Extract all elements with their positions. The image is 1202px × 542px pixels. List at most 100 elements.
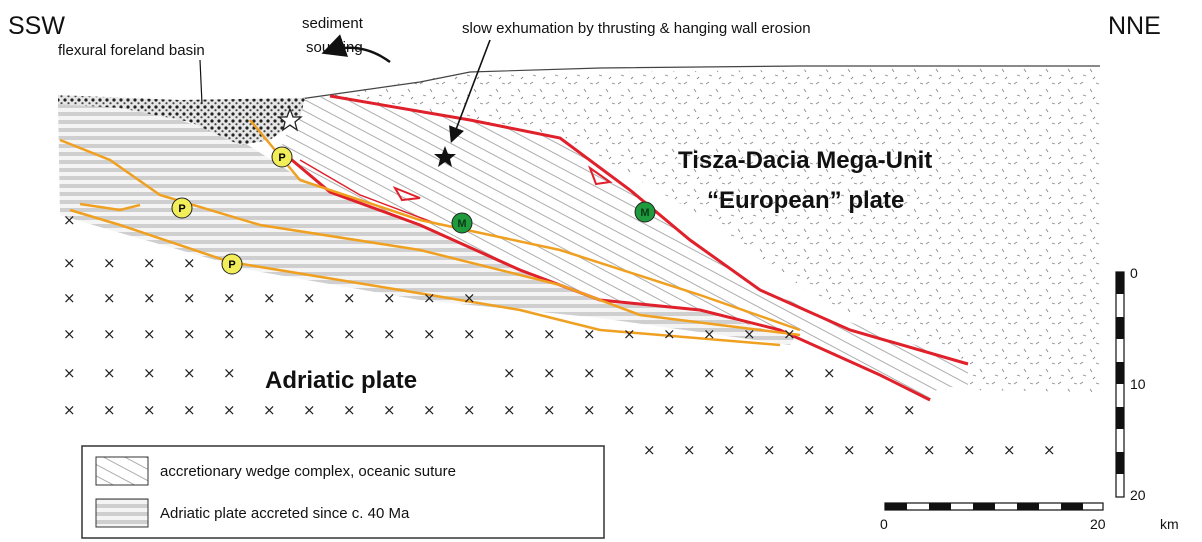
basin-pointer: [199, 59, 203, 105]
svg-text:×: ×: [843, 441, 856, 459]
sediment-sourcing-arrow: [321, 34, 391, 63]
basin-label: flexural foreland basin: [58, 42, 205, 59]
svg-text:×: ×: [463, 401, 476, 419]
svg-text:×: ×: [223, 364, 236, 382]
svg-text:×: ×: [623, 325, 636, 343]
accretionary-wedge: [280, 96, 968, 400]
red-fault-inner: [299, 159, 441, 226]
hscale-tick-0: 0: [880, 516, 888, 532]
direction-left: SSW: [8, 12, 65, 40]
open-star-icon: [277, 107, 303, 132]
svg-text:×: ×: [1043, 441, 1056, 459]
svg-text:×: ×: [63, 325, 76, 343]
svg-text:×: ×: [103, 401, 116, 419]
lower-unit-label: Adriatic plate: [265, 367, 417, 394]
svg-text:×: ×: [663, 364, 676, 382]
svg-text:×: ×: [743, 325, 756, 343]
svg-text:×: ×: [463, 325, 476, 343]
svg-text:×: ×: [423, 289, 436, 307]
svg-text:×: ×: [783, 325, 796, 343]
svg-text:×: ×: [703, 401, 716, 419]
svg-text:×: ×: [143, 401, 156, 419]
svg-text:×: ×: [503, 401, 516, 419]
svg-text:×: ×: [583, 325, 596, 343]
svg-text:×: ×: [463, 289, 476, 307]
svg-text:×: ×: [783, 364, 796, 382]
svg-text:M: M: [640, 207, 649, 219]
direction-right: NNE: [1108, 12, 1161, 40]
svg-text:×: ×: [103, 364, 116, 382]
svg-text:×: ×: [543, 325, 556, 343]
svg-text:×: ×: [503, 325, 516, 343]
legend-label-wedge: accretionary wedge complex, oceanic sutu…: [160, 463, 456, 480]
horizontal-scale-bar: 0 20 km: [880, 502, 1179, 532]
svg-text:×: ×: [543, 364, 556, 382]
svg-text:×: ×: [63, 289, 76, 307]
svg-text:×: ×: [223, 401, 236, 419]
svg-text:×: ×: [783, 401, 796, 419]
svg-text:×: ×: [383, 401, 396, 419]
svg-text:×: ×: [343, 289, 356, 307]
exhumation-arrow: [449, 39, 491, 143]
upper-unit-label-1: Tisza-Dacia Mega-Unit: [678, 147, 932, 174]
exhumation-label: slow exhumation by thrusting & hanging w…: [462, 20, 811, 37]
svg-text:×: ×: [303, 325, 316, 343]
svg-text:×: ×: [743, 401, 756, 419]
svg-text:×: ×: [103, 289, 116, 307]
svg-text:×: ×: [723, 441, 736, 459]
svg-text:×: ×: [803, 441, 816, 459]
svg-text:×: ×: [863, 401, 876, 419]
svg-text:×: ×: [383, 289, 396, 307]
svg-text:×: ×: [63, 364, 76, 382]
svg-text:×: ×: [63, 401, 76, 419]
svg-text:×: ×: [143, 364, 156, 382]
svg-text:×: ×: [663, 325, 676, 343]
svg-text:×: ×: [263, 289, 276, 307]
svg-text:×: ×: [223, 289, 236, 307]
svg-text:×: ×: [63, 254, 76, 272]
basement-crosses: × × × × × × × × × × × × × × × × × × × × × × × × × × × × × × × × × × × ×…: [63, 211, 1056, 459]
svg-text:×: ×: [1003, 441, 1016, 459]
svg-text:×: ×: [343, 325, 356, 343]
legend: accretionary wedge complex, oceanic sutu…: [81, 445, 605, 539]
svg-text:×: ×: [923, 441, 936, 459]
svg-text:×: ×: [183, 401, 196, 419]
p-marker-3: P: [221, 253, 243, 275]
svg-text:×: ×: [143, 289, 156, 307]
vscale-tick-10: 10: [1130, 376, 1146, 392]
svg-text:×: ×: [743, 364, 756, 382]
m-marker-1: M: [451, 212, 473, 234]
sediment-label-2: sourcing: [306, 39, 363, 56]
vscale-tick-0: 0: [1130, 265, 1138, 281]
svg-text:P: P: [178, 203, 185, 215]
svg-text:×: ×: [823, 364, 836, 382]
svg-text:×: ×: [63, 211, 76, 229]
thrust-arrow-lower: [392, 185, 421, 202]
svg-text:×: ×: [623, 401, 636, 419]
svg-text:×: ×: [583, 401, 596, 419]
svg-text:P: P: [228, 259, 235, 271]
svg-text:×: ×: [383, 325, 396, 343]
vscale-tick-20: 20: [1130, 487, 1146, 503]
svg-text:×: ×: [103, 254, 116, 272]
p-marker-2: P: [171, 197, 193, 219]
svg-text:×: ×: [143, 325, 156, 343]
p-marker-1: P: [271, 146, 293, 168]
svg-text:×: ×: [703, 325, 716, 343]
svg-text:×: ×: [183, 254, 196, 272]
svg-text:×: ×: [263, 401, 276, 419]
svg-text:×: ×: [623, 364, 636, 382]
svg-text:×: ×: [963, 441, 976, 459]
svg-text:×: ×: [903, 401, 916, 419]
svg-text:×: ×: [703, 364, 716, 382]
filled-star-icon: [434, 146, 456, 167]
legend-item-wedge: accretionary wedge complex, oceanic sutu…: [95, 456, 456, 486]
svg-text:×: ×: [143, 254, 156, 272]
thrust-arrow-upper: [587, 165, 613, 186]
svg-text:×: ×: [883, 441, 896, 459]
hscale-tick-20: 20: [1090, 516, 1106, 532]
upper-unit-label-2: “European” plate: [707, 187, 904, 214]
svg-text:×: ×: [343, 401, 356, 419]
svg-text:×: ×: [423, 325, 436, 343]
svg-text:×: ×: [183, 289, 196, 307]
